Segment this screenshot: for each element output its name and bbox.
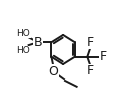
Text: F: F — [100, 50, 107, 63]
Text: B: B — [34, 36, 42, 49]
Text: F: F — [87, 36, 94, 49]
Text: O: O — [48, 65, 58, 78]
Text: F: F — [87, 64, 94, 77]
Text: HO: HO — [16, 46, 30, 55]
Text: HO: HO — [16, 29, 30, 38]
